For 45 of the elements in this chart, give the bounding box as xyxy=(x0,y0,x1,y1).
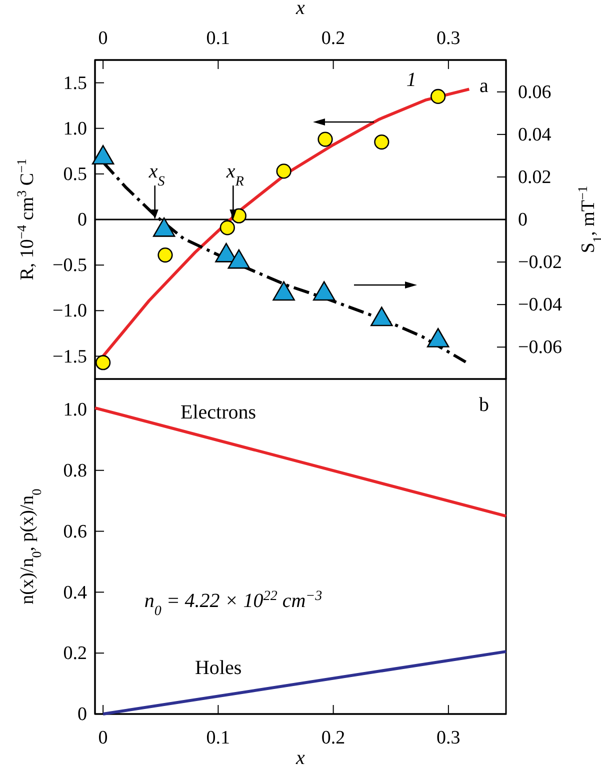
y2-tick-label: 0.06 xyxy=(518,82,552,103)
point xyxy=(96,355,111,370)
annotation: b xyxy=(479,394,489,416)
point xyxy=(430,88,446,104)
y-tick-label: 0.6 xyxy=(63,521,87,542)
x-tick-label: 0.1 xyxy=(206,28,230,49)
y-tick-label: −1.5 xyxy=(52,346,87,368)
x-tick-label: 0 xyxy=(98,727,108,748)
y-tick-label: 1.0 xyxy=(63,400,87,421)
point xyxy=(158,248,173,263)
point xyxy=(220,220,235,236)
x-tick-label: 0 xyxy=(98,28,108,49)
x-tick-label: 0.3 xyxy=(436,28,460,49)
annotation: n$_{0}$ = 4.22 × 10$^{22}$ cm$^{−3}$ xyxy=(144,588,322,618)
y-tick-label: 0.8 xyxy=(63,460,87,482)
series-label: 1 xyxy=(406,69,416,92)
annotation: x$_{R}$ xyxy=(225,160,244,189)
point xyxy=(318,132,333,147)
x-axis-title: x xyxy=(295,747,306,767)
annotation: x$_{S}$ xyxy=(148,160,165,189)
y-tick-label: 1.5 xyxy=(63,72,87,94)
y-tick-label: −1.0 xyxy=(52,300,87,322)
y2-tick-label: −0.04 xyxy=(518,294,562,316)
y2-tick-label: 0.02 xyxy=(518,167,552,188)
y2-tick-label: 0 xyxy=(518,210,528,231)
x-axis-title: x xyxy=(295,0,306,19)
point xyxy=(276,164,292,179)
x-tick-label: 0.2 xyxy=(321,28,346,49)
y-tick-label: 1.0 xyxy=(63,118,87,140)
x-tick-label: 0.1 xyxy=(206,727,230,748)
annotation: a xyxy=(480,75,489,97)
y-tick-label: 0 xyxy=(78,210,87,231)
x-tick-label: 0.3 xyxy=(436,727,460,748)
y-tick-label: −0.5 xyxy=(52,255,87,276)
x-tick-label: 0.2 xyxy=(321,727,346,748)
y-tick-label: 0.5 xyxy=(63,164,87,186)
y-tick-label: 0 xyxy=(78,704,87,726)
point xyxy=(374,134,390,150)
series-label: Electrons xyxy=(180,401,256,424)
series-label: Holes xyxy=(194,657,242,680)
y-tick-label: 0.2 xyxy=(63,643,87,664)
y2-tick-label: 0.04 xyxy=(518,124,552,146)
y2-tick-label: −0.06 xyxy=(518,337,562,358)
y-tick-label: 0.4 xyxy=(63,582,88,604)
y2-tick-label: −0.02 xyxy=(518,252,562,274)
